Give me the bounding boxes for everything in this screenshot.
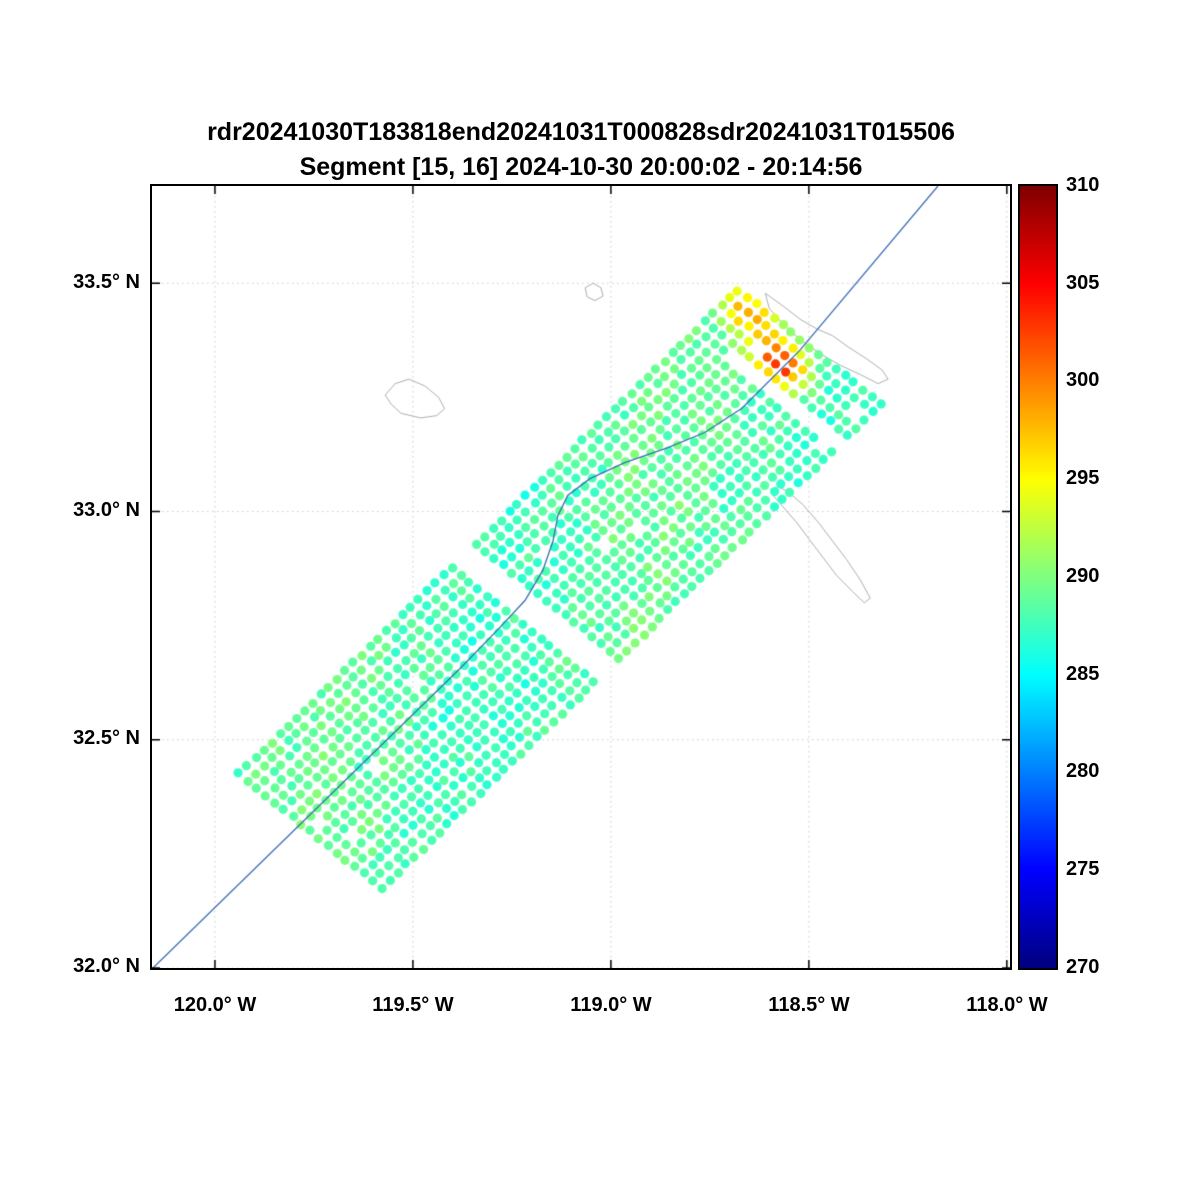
y-tick-label: 33.5° N [73,271,140,293]
y-tick-label: 32.5° N [73,727,140,749]
x-tick-label: 118.0° W [966,994,1048,1016]
colorbar-tick-label: 305 [1066,272,1100,294]
colorbar-tick-label: 275 [1066,858,1100,880]
colorbar-tick-label: 285 [1066,663,1100,685]
x-tick-label: 119.0° W [570,994,652,1016]
y-tick-label: 32.0° N [73,955,140,977]
colorbar-tick-label: 295 [1066,467,1100,489]
map-plot-area [150,184,1012,970]
colorbar-tick-label: 290 [1066,565,1100,587]
colorbar-tick-label: 270 [1066,956,1100,978]
colorbar [1018,184,1058,970]
x-tick-label: 120.0° W [173,994,257,1016]
x-tick-label: 119.5° W [372,994,454,1016]
colorbar-tick-label: 280 [1066,760,1100,782]
colorbar-canvas [1020,186,1056,968]
x-tick-label: 118.5° W [768,994,850,1016]
colorbar-tick-label: 310 [1066,174,1100,196]
colorbar-tick-label: 300 [1066,369,1100,391]
map-canvas [152,186,1010,968]
y-tick-label: 33.0° N [73,499,140,521]
plot-title-line2: Segment [15, 16] 2024-10-30 20:00:02 - 2… [299,153,863,181]
plot-title-line1: rdr20241030T183818end20241031T000828sdr2… [207,118,955,146]
